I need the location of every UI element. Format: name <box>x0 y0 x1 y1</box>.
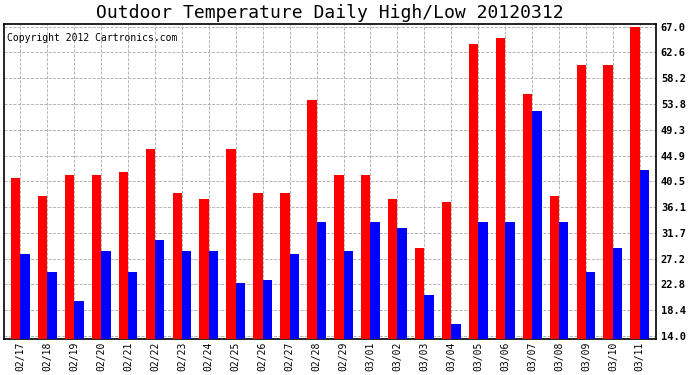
Bar <box>559 222 569 375</box>
Bar <box>640 170 649 375</box>
Bar <box>236 283 245 375</box>
Bar <box>388 199 397 375</box>
Text: Copyright 2012 Cartronics.com: Copyright 2012 Cartronics.com <box>8 33 178 43</box>
Bar <box>75 301 83 375</box>
Bar <box>522 94 532 375</box>
Bar <box>586 272 595 375</box>
Bar <box>495 38 505 375</box>
Title: Outdoor Temperature Daily High/Low 20120312: Outdoor Temperature Daily High/Low 20120… <box>97 4 564 22</box>
Bar <box>613 248 622 375</box>
Bar <box>199 199 209 375</box>
Bar <box>253 193 263 375</box>
Bar <box>209 251 218 375</box>
Bar <box>344 251 353 375</box>
Bar <box>532 111 542 375</box>
Bar <box>317 222 326 375</box>
Bar <box>128 272 137 375</box>
Bar <box>415 248 424 375</box>
Bar <box>577 64 586 375</box>
Bar <box>424 295 434 375</box>
Bar <box>549 196 559 375</box>
Bar <box>20 254 30 375</box>
Bar <box>280 193 290 375</box>
Bar <box>442 202 451 375</box>
Bar <box>38 196 47 375</box>
Bar <box>226 149 236 375</box>
Bar <box>307 99 317 375</box>
Bar <box>155 240 164 375</box>
Bar <box>101 251 110 375</box>
Bar <box>47 272 57 375</box>
Bar <box>172 193 182 375</box>
Bar <box>397 228 407 375</box>
Bar <box>290 254 299 375</box>
Bar <box>631 27 640 375</box>
Bar <box>469 44 478 375</box>
Bar <box>334 176 344 375</box>
Bar <box>11 178 20 375</box>
Bar <box>478 222 488 375</box>
Bar <box>361 176 371 375</box>
Bar <box>604 64 613 375</box>
Bar <box>182 251 191 375</box>
Bar <box>371 222 380 375</box>
Bar <box>451 324 461 375</box>
Bar <box>119 172 128 375</box>
Bar <box>65 176 75 375</box>
Bar <box>146 149 155 375</box>
Bar <box>505 222 515 375</box>
Bar <box>92 176 101 375</box>
Bar <box>263 280 272 375</box>
